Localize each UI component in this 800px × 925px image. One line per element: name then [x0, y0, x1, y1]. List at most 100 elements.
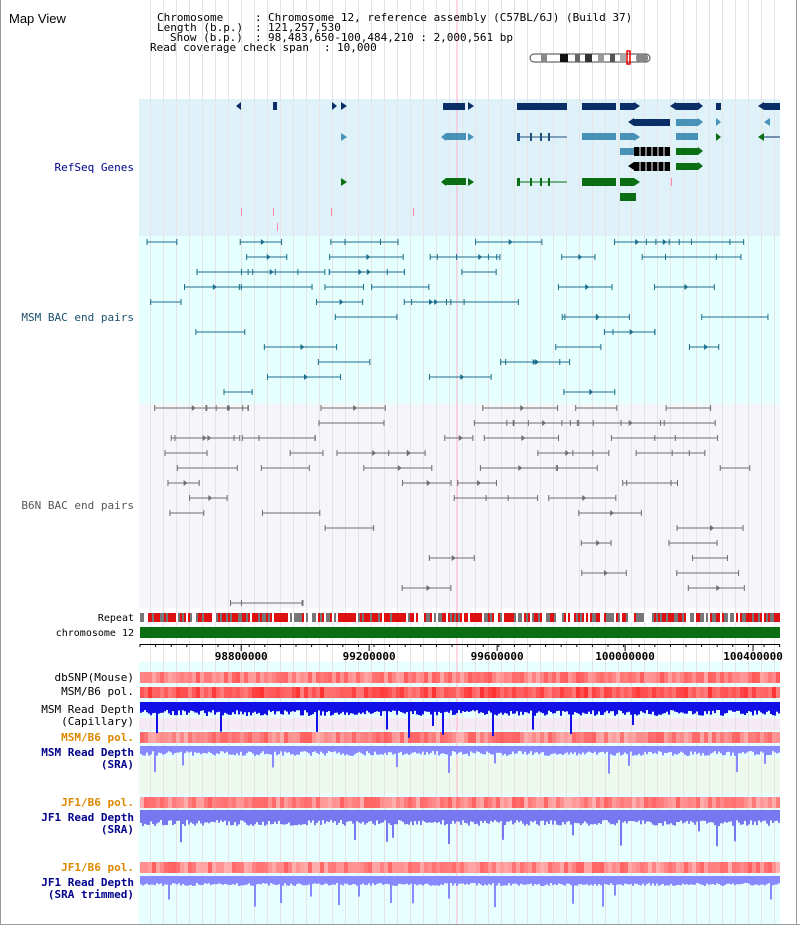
bac-end-pair[interactable] — [320, 405, 386, 411]
bac-end-pair[interactable] — [603, 329, 656, 335]
bac-end-pair[interactable] — [614, 239, 657, 245]
b6n-bac-pairs-track[interactable] — [154, 405, 751, 606]
bac-end-pair[interactable] — [719, 465, 751, 471]
track-label-msm-depth-cap: MSM Read Depth — [41, 703, 134, 716]
bac-end-pair[interactable] — [274, 269, 326, 275]
bac-end-pair[interactable] — [317, 359, 371, 365]
bac-end-pair[interactable] — [512, 420, 563, 426]
bac-end-pair[interactable] — [167, 480, 200, 486]
bac-end-pair[interactable] — [146, 239, 178, 245]
bac-end-pair[interactable] — [240, 600, 304, 606]
bac-end-pair[interactable] — [561, 314, 630, 320]
bac-end-pair[interactable] — [557, 284, 613, 290]
bac-end-pair[interactable] — [676, 525, 744, 531]
bac-end-pair[interactable] — [241, 435, 316, 441]
bac-end-pair[interactable] — [687, 585, 745, 591]
bac-end-pair[interactable] — [668, 540, 718, 546]
bac-end-pair[interactable] — [701, 314, 769, 320]
bac-end-pair[interactable] — [580, 540, 612, 546]
bac-end-pair[interactable] — [329, 254, 404, 260]
bac-end-pair[interactable] — [429, 254, 489, 260]
bac-end-pair[interactable] — [688, 344, 720, 350]
bac-end-pair[interactable] — [668, 239, 745, 245]
bac-end-pair[interactable] — [261, 510, 321, 516]
track-label-jf1-b6-pol: JF1/B6 pol. — [61, 796, 134, 809]
msm-bac-pairs-track[interactable] — [146, 239, 769, 395]
bac-end-pair[interactable] — [485, 495, 539, 501]
chromosome-ideogram[interactable] — [529, 50, 651, 65]
bac-end-pair[interactable] — [223, 389, 253, 395]
bac-end-pair[interactable] — [196, 269, 254, 275]
track-label-msm-b6-pol: MSM/B6 pol. — [61, 685, 134, 698]
bac-end-pair[interactable] — [189, 495, 228, 501]
bac-end-pair[interactable] — [246, 254, 288, 260]
bac-end-pair[interactable] — [555, 344, 602, 350]
bac-end-pair[interactable] — [457, 480, 497, 486]
bac-end-pair[interactable] — [592, 420, 665, 426]
bac-end-pair[interactable] — [561, 254, 596, 260]
track-label-msm-depth-sra-sub: (SRA) — [101, 758, 134, 771]
bac-end-pair[interactable] — [548, 495, 617, 501]
bac-end-pair[interactable] — [475, 239, 543, 245]
axis-tick-label-4: 100400000 — [723, 650, 783, 663]
bac-end-pair[interactable] — [671, 450, 706, 456]
bac-end-pair[interactable] — [581, 570, 627, 576]
bac-end-pair[interactable] — [324, 284, 365, 290]
bac-end-pair[interactable] — [318, 420, 385, 426]
bac-end-pair[interactable] — [170, 435, 235, 441]
bac-end-pair[interactable] — [665, 405, 712, 411]
bac-end-pair[interactable] — [315, 299, 364, 305]
bac-end-pair[interactable] — [401, 585, 452, 591]
bac-end-pair[interactable] — [289, 450, 324, 456]
bac-end-pair[interactable] — [610, 435, 676, 441]
bac-end-pair[interactable] — [676, 570, 740, 576]
bac-end-pair[interactable] — [482, 405, 559, 411]
bac-end-pair[interactable] — [238, 284, 313, 290]
bac-end-pair[interactable] — [176, 465, 238, 471]
bac-end-pair[interactable] — [154, 405, 230, 411]
track-label-b6n-bac: B6N BAC end pairs — [21, 499, 134, 512]
bac-end-pair[interactable] — [444, 435, 474, 441]
bac-end-pair[interactable] — [622, 480, 672, 486]
refseq-genes-track[interactable] — [236, 102, 780, 231]
bac-end-pair[interactable] — [461, 269, 497, 275]
bac-end-pair[interactable] — [328, 269, 405, 275]
bac-end-pair[interactable] — [164, 450, 208, 456]
bac-end-pair[interactable] — [641, 254, 717, 260]
chromosome-bar[interactable] — [140, 627, 780, 638]
bac-end-pair[interactable] — [660, 420, 716, 426]
ideogram-view-marker — [626, 50, 631, 65]
bac-end-pair[interactable] — [505, 359, 561, 365]
bac-end-pair[interactable] — [334, 314, 398, 320]
bac-end-pair[interactable] — [260, 465, 310, 471]
header-label-chromosome: Chromosome — [157, 11, 223, 24]
bac-end-pair[interactable] — [324, 525, 375, 531]
bac-end-pair[interactable] — [575, 405, 618, 411]
bac-end-pair[interactable] — [150, 299, 182, 305]
bac-end-pair[interactable] — [195, 329, 246, 335]
bac-end-pair[interactable] — [403, 299, 465, 305]
bac-end-pair[interactable] — [479, 465, 557, 471]
bac-end-pair[interactable] — [483, 435, 560, 441]
bac-end-pair[interactable] — [239, 239, 283, 245]
bac-end-pair[interactable] — [266, 374, 342, 380]
bac-end-pair[interactable] — [401, 480, 452, 486]
axis-tick-label-0: 98800000 — [215, 650, 268, 663]
bac-end-pair[interactable] — [363, 465, 433, 471]
bac-end-pair[interactable] — [654, 284, 715, 290]
bac-end-pair[interactable] — [563, 389, 616, 395]
bac-end-pair[interactable] — [428, 555, 475, 561]
bac-end-pair[interactable] — [344, 239, 381, 245]
bac-end-pair[interactable] — [263, 344, 338, 350]
bac-end-pair[interactable] — [428, 374, 492, 380]
bac-end-pair[interactable] — [556, 465, 598, 471]
bac-end-pair[interactable] — [692, 555, 728, 561]
track-label-jf1-depth-trim-sub: (SRA trimmed) — [48, 888, 134, 901]
bac-end-pair[interactable] — [169, 510, 205, 516]
bac-end-pair[interactable] — [578, 510, 642, 516]
bac-end-pair[interactable] — [371, 284, 430, 290]
bac-end-pair[interactable] — [572, 450, 610, 456]
bac-end-pair[interactable] — [336, 450, 408, 456]
app-title: Map View — [9, 11, 66, 26]
